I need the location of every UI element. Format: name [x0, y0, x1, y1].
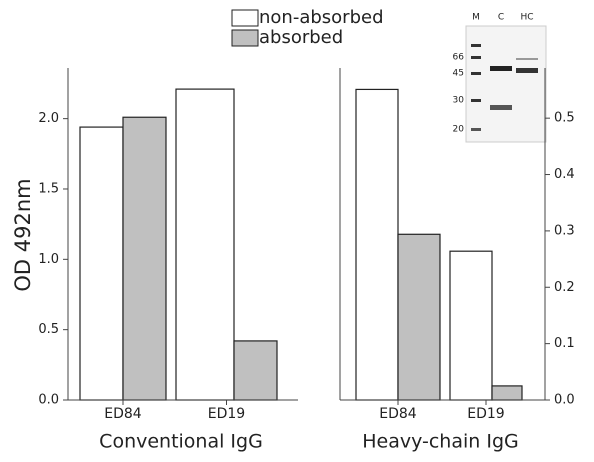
gel-band	[471, 72, 481, 75]
bar	[492, 386, 522, 400]
gel-lane-label: C	[498, 13, 504, 23]
bar	[123, 117, 166, 400]
x-tick-label: ED84	[104, 406, 142, 422]
legend-swatch	[232, 30, 258, 46]
gel-marker-label: 45	[453, 69, 464, 79]
x-axis-label: Heavy-chain IgG	[362, 431, 519, 453]
y-tick-label: 0.2	[554, 280, 575, 295]
gel-band	[490, 66, 512, 71]
gel-band	[516, 68, 538, 73]
y-tick-label: 0.0	[554, 393, 575, 408]
x-tick-label: ED19	[208, 406, 245, 422]
y-axis-label: OD 492nm	[11, 178, 35, 291]
y-tick-label: 0.5	[38, 322, 59, 337]
bar	[356, 89, 398, 400]
y-tick-label: 0.0	[38, 393, 59, 408]
gel-band	[471, 56, 481, 59]
x-tick-label: ED19	[467, 406, 504, 422]
bar	[234, 341, 277, 400]
y-tick-label: 1.5	[38, 181, 59, 196]
y-tick-label: 0.1	[554, 336, 575, 351]
gel-lane-label: M	[472, 13, 480, 23]
legend-label: absorbed	[259, 27, 343, 48]
gel-band	[471, 44, 481, 47]
chart: 0.0 0.5 1.0 1.5 2.0 ED84 ED19 Conventional IgG O…	[0, 0, 594, 462]
gel-lane-label: HC	[520, 13, 533, 23]
gel-band	[490, 105, 512, 110]
x-axis-label: Conventional IgG	[99, 431, 263, 453]
gel-marker-label: 30	[453, 96, 465, 106]
inset-gel	[466, 26, 546, 142]
y-tick-label: 1.0	[38, 252, 59, 267]
x-tick-label: ED84	[379, 406, 417, 422]
gel-band	[471, 128, 481, 131]
gel-frame	[466, 26, 546, 142]
y-tick-label: 0.4	[554, 167, 575, 182]
bar	[450, 251, 492, 400]
bar	[80, 127, 123, 400]
y-tick-label: 2.0	[38, 111, 59, 126]
gel-marker-label: 20	[453, 125, 465, 135]
bar	[176, 89, 234, 400]
legend-label: non-absorbed	[259, 7, 384, 28]
y-tick-label: 0.3	[554, 223, 575, 238]
gel-band	[516, 58, 538, 60]
bar	[398, 234, 440, 400]
y-tick-label: 0.5	[554, 111, 575, 126]
legend-swatch	[232, 10, 258, 26]
gel-band	[471, 99, 481, 102]
gel-marker-label: 66	[453, 53, 465, 63]
